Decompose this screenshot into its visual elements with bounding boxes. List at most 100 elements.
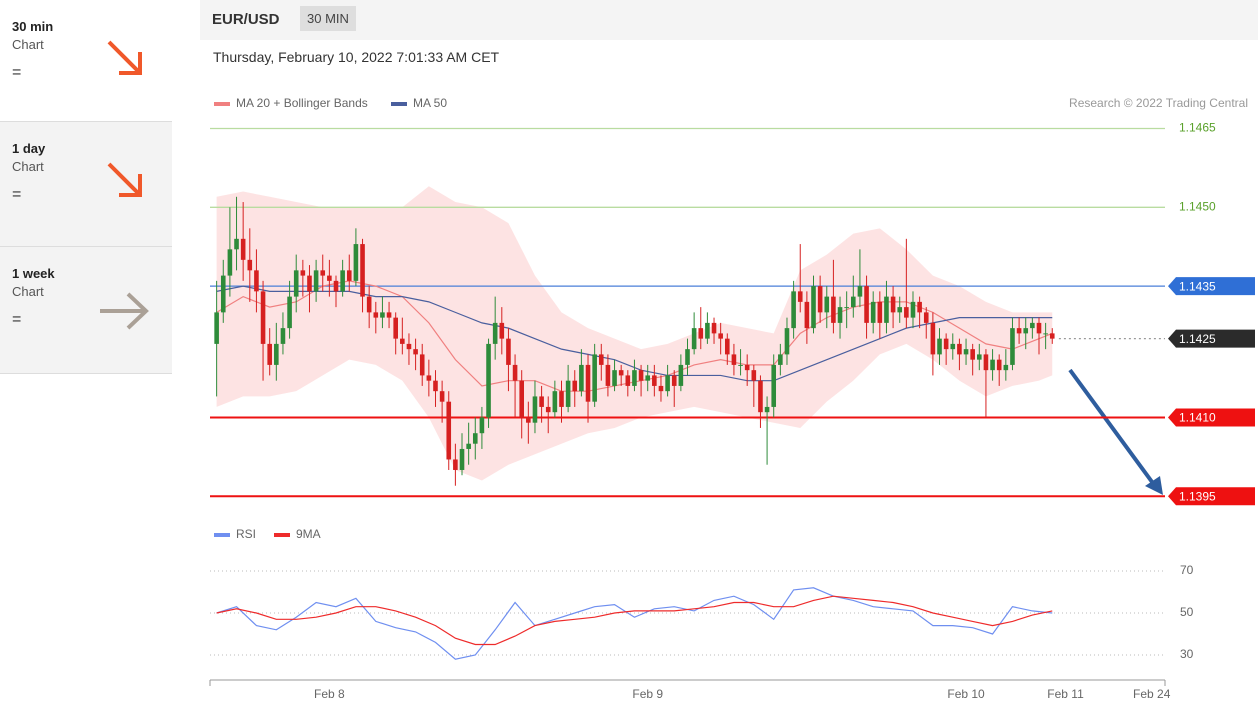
item-title: 1 week [12, 266, 55, 281]
candle-body [963, 349, 969, 355]
candle-body [764, 406, 770, 413]
candle-body [519, 380, 525, 418]
trend-arrow [107, 40, 142, 75]
bollinger-band [216, 186, 1053, 481]
candle-body [486, 343, 491, 418]
item-subtitle: Chart [12, 284, 44, 299]
legend-swatch [274, 533, 290, 537]
candle-body [293, 270, 299, 297]
candle-body [466, 443, 471, 449]
candle-body [652, 375, 657, 386]
candle-body [711, 322, 717, 334]
candle-body [598, 354, 604, 365]
candle-body [691, 328, 697, 350]
candle-body [539, 396, 544, 407]
line-series [216, 595, 1053, 646]
interval-badge[interactable]: 30 MIN [300, 6, 356, 31]
candle-body [227, 249, 233, 276]
item-status: = [12, 311, 22, 328]
candle-body [506, 338, 511, 365]
candle-body [771, 364, 777, 407]
legend-label: 9MA [296, 527, 321, 541]
x-tick-label: Feb 11 [1047, 687, 1084, 701]
candle-body [313, 270, 319, 292]
candle-body [850, 296, 856, 308]
forecast-arrowhead [1145, 476, 1163, 495]
timeframe-item[interactable]: 30 min Chart = [0, 0, 172, 122]
candle-body [327, 275, 332, 281]
level-label: 1.1425 [1179, 332, 1216, 346]
candle-body [552, 391, 558, 413]
candle-body [718, 333, 723, 339]
legend-swatch [391, 102, 407, 106]
candle-body [346, 270, 352, 281]
candle-body [472, 433, 478, 444]
candle-body [393, 317, 398, 339]
timeframe-item[interactable]: 1 day Chart = [0, 122, 172, 247]
candle-body [950, 343, 956, 350]
level-tag [1168, 329, 1255, 348]
candle-body [870, 301, 876, 323]
candle-body [844, 307, 849, 309]
candle-body [459, 448, 465, 470]
line-series [216, 587, 1053, 660]
candle-body [532, 396, 538, 423]
symbol: EUR/USD [212, 11, 280, 28]
top-bar: EUR/USD 30 MIN [200, 0, 1258, 40]
candle-body [260, 291, 266, 344]
candle-body [724, 338, 730, 355]
legend-label: RSI [236, 527, 256, 541]
forecast-arrow [1068, 368, 1157, 488]
candle-body [817, 286, 823, 313]
candle-body [240, 238, 246, 260]
candle-body [897, 307, 903, 313]
candle-body [678, 364, 684, 386]
candle-body [758, 380, 763, 413]
candle-body [360, 244, 365, 297]
candle-body [565, 380, 571, 407]
candle-body [1043, 333, 1048, 335]
candle-body [658, 385, 664, 392]
candle-body [618, 370, 624, 376]
candle-body [738, 364, 743, 366]
y-tick-label: 70 [1180, 563, 1194, 577]
candle-body [1016, 328, 1022, 334]
candle-body [983, 354, 989, 371]
level-label: 1.1435 [1179, 279, 1216, 293]
item-subtitle: Chart [12, 159, 44, 174]
level-label: 1.1450 [1179, 199, 1216, 213]
candle-body [1023, 328, 1029, 334]
candle-body [996, 359, 1002, 371]
candle-body [214, 312, 219, 344]
candle-body [778, 354, 783, 365]
candle-body [605, 364, 611, 386]
candle-body [837, 307, 843, 323]
item-status: = [12, 186, 22, 203]
timestamp: Thursday, February 10, 2022 7:01:33 AM C… [213, 49, 500, 65]
candle-body [970, 349, 975, 360]
candle-body [917, 301, 922, 313]
trend-arrow [100, 292, 149, 330]
candle-body [1030, 322, 1035, 329]
candle-body [904, 307, 909, 318]
timeframe-item[interactable]: 1 week Chart = [0, 247, 172, 374]
item-subtitle: Chart [12, 37, 44, 52]
item-title: 30 min [12, 19, 54, 34]
candle-body [625, 375, 631, 386]
candle-body [247, 259, 253, 271]
candle-body [579, 364, 584, 392]
candle-body [386, 312, 392, 318]
candle-body [890, 296, 896, 313]
candle-body [526, 417, 531, 423]
candle-body [559, 391, 564, 407]
candle-body [380, 312, 385, 318]
candle-body [274, 343, 279, 365]
candle-body [857, 286, 863, 297]
candle-body [1010, 328, 1015, 365]
candle-body [797, 291, 803, 302]
x-tick-label: Feb 8 [314, 687, 345, 701]
candle-body [784, 328, 790, 355]
candle-body [612, 370, 617, 386]
